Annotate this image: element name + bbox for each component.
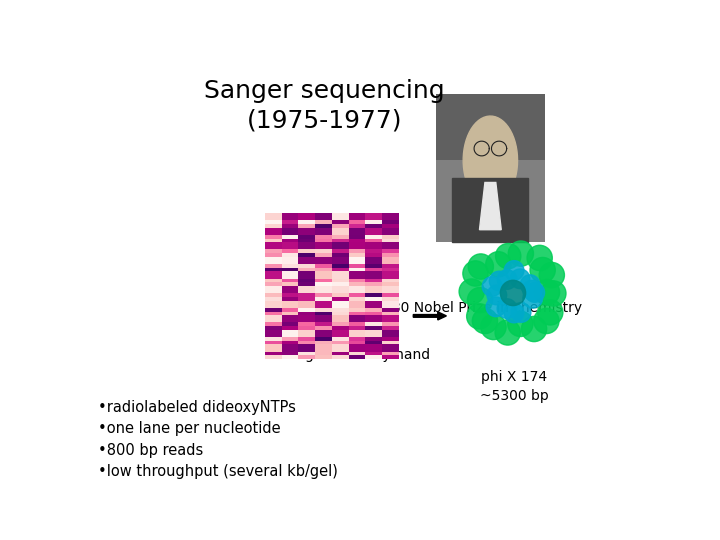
Circle shape [468,254,493,279]
Text: gels read by hand: gels read by hand [305,348,430,362]
Circle shape [500,280,526,306]
Circle shape [497,299,517,319]
Circle shape [498,269,517,289]
Text: •radiolabeled dideoxyNTPs: •radiolabeled dideoxyNTPs [99,400,296,415]
Text: phi X 174
~5300 bp: phi X 174 ~5300 bp [480,370,549,403]
Circle shape [523,288,542,308]
Bar [436,94,545,160]
Circle shape [523,280,542,300]
Circle shape [486,252,511,277]
Text: Sanger sequencing
(1975-1977): Sanger sequencing (1975-1977) [204,79,445,132]
Circle shape [495,320,521,345]
Circle shape [539,262,564,288]
Circle shape [481,314,506,340]
Text: •low throughput (several kb/gel): •low throughput (several kb/gel) [99,464,338,480]
Circle shape [459,279,485,304]
Circle shape [487,285,507,305]
Bar [93,85,392,385]
Polygon shape [463,116,518,205]
Circle shape [504,261,524,280]
Circle shape [511,302,531,322]
Circle shape [534,308,559,334]
Polygon shape [480,183,501,230]
Polygon shape [452,178,528,241]
Circle shape [472,308,498,334]
Circle shape [521,275,540,294]
Text: •one lane per nucleotide: •one lane per nucleotide [99,421,281,436]
Text: 1980 Nobel Prize in chemistry: 1980 Nobel Prize in chemistry [374,301,582,315]
Circle shape [541,281,566,306]
Circle shape [508,311,533,336]
Circle shape [510,269,530,288]
Circle shape [504,303,524,323]
Circle shape [495,244,521,269]
Circle shape [521,316,546,342]
Circle shape [490,271,509,291]
Circle shape [486,297,505,316]
Circle shape [467,287,492,313]
Circle shape [538,300,563,325]
Bar [436,94,545,241]
Circle shape [482,276,502,296]
Circle shape [530,258,555,283]
Circle shape [508,241,534,266]
Circle shape [463,261,488,286]
Circle shape [527,245,552,271]
Text: •800 bp reads: •800 bp reads [99,443,204,458]
Circle shape [534,280,559,305]
Circle shape [467,303,492,329]
Circle shape [525,282,544,302]
